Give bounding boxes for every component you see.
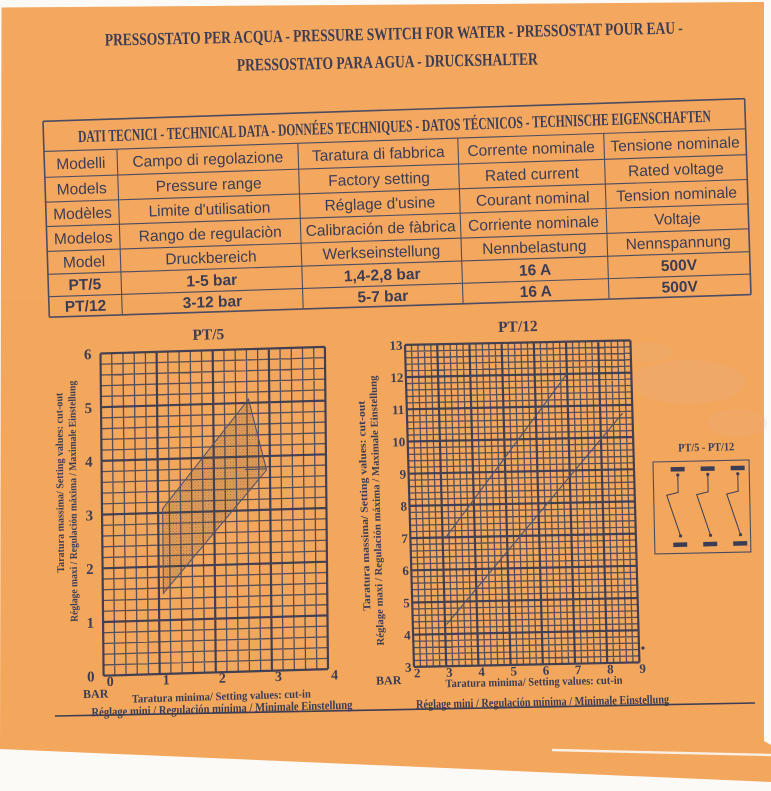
svg-text:Factory setting: Factory setting: [328, 170, 430, 190]
svg-text:7: 7: [401, 531, 408, 546]
svg-text:500V: 500V: [661, 257, 698, 275]
svg-text:Corriente nominale: Corriente nominale: [468, 214, 599, 235]
svg-text:4: 4: [85, 455, 93, 471]
svg-text:Réglage d'usine: Réglage d'usine: [324, 194, 435, 215]
svg-text:0: 0: [107, 675, 114, 690]
svg-text:5-7 bar: 5-7 bar: [357, 288, 408, 307]
svg-text:1,4-2,8 bar: 1,4-2,8 bar: [344, 266, 421, 285]
svg-text:6: 6: [84, 347, 92, 363]
svg-text:PT/5: PT/5: [192, 326, 225, 344]
svg-text:4: 4: [404, 627, 411, 642]
svg-text:8: 8: [400, 499, 407, 514]
svg-text:Campo di regolazione: Campo di regolazione: [132, 149, 283, 171]
svg-text:5: 5: [403, 595, 410, 610]
svg-text:16 A: 16 A: [519, 283, 552, 301]
svg-text:3: 3: [405, 660, 412, 675]
svg-text:Rango de regulaciòn: Rango de regulaciòn: [138, 224, 282, 246]
svg-text:12: 12: [390, 370, 403, 385]
svg-text:Limite d'utilisation: Limite d'utilisation: [148, 200, 270, 221]
svg-text:Modelos: Modelos: [54, 229, 113, 248]
svg-text:Modelli: Modelli: [56, 155, 106, 174]
svg-text:5: 5: [84, 401, 92, 417]
svg-text:Tensione nominale: Tensione nominale: [610, 134, 740, 155]
svg-text:Taratura minima/ Setting value: Taratura minima/ Setting values: cut-in: [132, 688, 312, 705]
svg-text:Taratura massima/ Setting valu: Taratura massima/ Setting values: cut-ou…: [54, 392, 67, 573]
svg-text:Modèles: Modèles: [53, 205, 112, 224]
svg-text:PT/5: PT/5: [68, 276, 102, 294]
svg-text:2: 2: [414, 665, 421, 680]
svg-text:Rated current: Rated current: [485, 165, 580, 185]
svg-text:0: 0: [87, 669, 95, 685]
svg-text:Druckbereich: Druckbereich: [165, 248, 257, 268]
svg-text:Tension nominale: Tension nominale: [616, 184, 737, 205]
svg-text:Nennbelastung: Nennbelastung: [482, 238, 587, 258]
svg-text:9: 9: [399, 466, 406, 481]
svg-text:1-5 bar: 1-5 bar: [186, 272, 237, 291]
svg-text:Taratura minima/ Setting value: Taratura minima/ Setting values: cut-in: [445, 675, 623, 691]
svg-text:Pressure range: Pressure range: [155, 175, 261, 195]
svg-text:16 A: 16 A: [519, 262, 552, 280]
svg-text:Réglage mini / Regulación míni: Réglage mini / Regulación mínima / Minim…: [416, 692, 670, 711]
svg-text:2: 2: [86, 562, 94, 578]
svg-text:Réglage maxi / Regulación máxi: Réglage maxi / Regulación máxima / Maxim…: [67, 380, 80, 622]
svg-text:BAR: BAR: [83, 686, 109, 701]
svg-text:4: 4: [331, 668, 338, 683]
svg-text:1: 1: [163, 673, 170, 688]
svg-text:500V: 500V: [661, 278, 698, 296]
svg-text:Models: Models: [56, 180, 107, 199]
svg-text:Voltaje: Voltaje: [654, 210, 701, 228]
svg-text:2: 2: [219, 672, 226, 687]
svg-text:Model: Model: [63, 253, 106, 271]
svg-text:3: 3: [85, 508, 93, 524]
svg-text:PT/12: PT/12: [498, 318, 538, 336]
svg-text:PT/5 - PT/12: PT/5 - PT/12: [678, 441, 734, 454]
svg-text:BAR: BAR: [376, 673, 402, 688]
svg-text:6: 6: [402, 563, 409, 578]
svg-text:13: 13: [389, 338, 403, 353]
svg-text:PT/12: PT/12: [65, 298, 107, 316]
svg-text:11: 11: [392, 402, 405, 417]
svg-text:10: 10: [392, 434, 405, 449]
svg-text:3: 3: [275, 670, 282, 685]
svg-text:1: 1: [87, 616, 95, 632]
svg-text:3: 3: [446, 665, 453, 680]
svg-text:3-12 bar: 3-12 bar: [182, 293, 242, 312]
svg-text:8: 8: [607, 661, 614, 676]
svg-text:Rated voltage: Rated voltage: [628, 160, 724, 180]
svg-text:Courant nominal: Courant nominal: [476, 189, 590, 210]
svg-text:Werkseinstellung: Werkseinstellung: [322, 243, 440, 264]
svg-text:Taratura di fabbrica: Taratura di fabbrica: [312, 144, 446, 165]
svg-text:Calibración de fàbrica: Calibración de fàbrica: [305, 218, 456, 240]
svg-text:6: 6: [543, 663, 550, 678]
svg-text:Corrente nominale: Corrente nominale: [467, 139, 595, 160]
svg-text:4: 4: [478, 664, 485, 679]
svg-text:5: 5: [510, 663, 517, 678]
svg-text:9: 9: [639, 661, 646, 676]
svg-text:Nennspannung: Nennspannung: [625, 233, 731, 253]
svg-text:7: 7: [575, 662, 582, 677]
